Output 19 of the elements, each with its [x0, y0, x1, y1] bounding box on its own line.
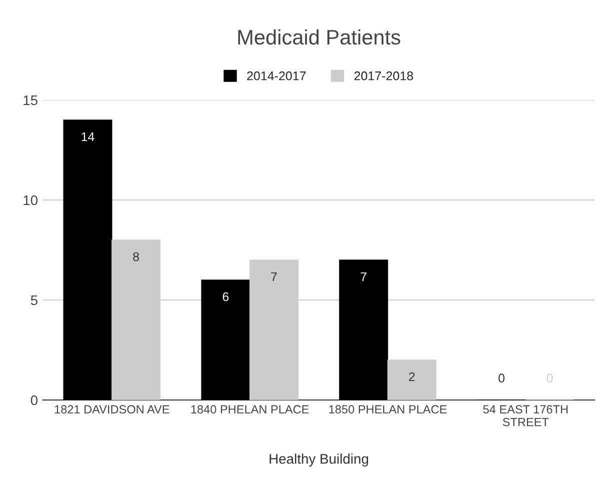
data-label: 6 — [222, 292, 229, 302]
x-axis-title: Healthy Building — [270, 454, 368, 467]
x-tick-label: 1850 PHELAN PLACE — [329, 405, 447, 414]
x-tick-label: 54 EAST 176TH STREET — [483, 405, 568, 426]
y-tick-label: 0 — [30, 395, 38, 406]
data-label: 0 — [498, 374, 504, 383]
data-label: 7 — [271, 272, 277, 282]
y-tick-label: 10 — [24, 195, 38, 206]
data-label: 8 — [133, 252, 139, 262]
data-label: 14 — [82, 132, 94, 142]
data-label: 2 — [409, 372, 415, 382]
legend-label: 2014-2017 — [247, 71, 306, 80]
chart-title: Medicaid Patients — [238, 29, 400, 45]
y-tick-label: 5 — [30, 295, 38, 306]
data-label: 7 — [360, 272, 366, 282]
y-tick-label: 15 — [24, 95, 38, 106]
x-tick-label: 1840 PHELAN PLACE — [191, 405, 309, 414]
legend-label: 2017-2018 — [354, 71, 413, 80]
x-tick-label: 1821 DAVIDSON AVE — [54, 405, 170, 414]
